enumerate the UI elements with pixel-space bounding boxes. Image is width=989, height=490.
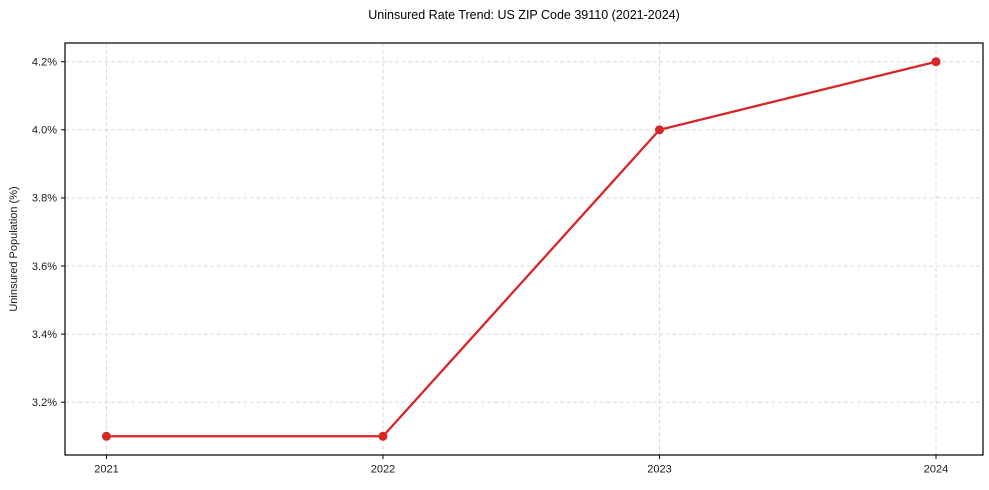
- trend-line: [105, 60, 938, 438]
- data-point-marker: [101, 431, 111, 441]
- x-tick-label: 2024: [924, 464, 948, 476]
- y-tick-label: 4.2%: [32, 57, 57, 69]
- data-point-marker: [654, 125, 664, 135]
- y-tick-label: 4.0%: [32, 125, 57, 137]
- y-tick-label: 3.8%: [32, 193, 57, 205]
- data-point-marker: [378, 431, 388, 441]
- x-tick-label: 2023: [647, 464, 671, 476]
- y-tick-label: 3.4%: [32, 329, 57, 341]
- data-point-marker: [931, 57, 941, 67]
- y-tick-label: 3.6%: [32, 261, 57, 273]
- y-tick-label: 3.2%: [32, 397, 57, 409]
- plot-frame: [64, 42, 984, 456]
- chart-title: Uninsured Rate Trend: US ZIP Code 39110 …: [368, 8, 680, 22]
- x-tick-label: 2021: [94, 464, 118, 476]
- x-tick-label: 2022: [371, 464, 395, 476]
